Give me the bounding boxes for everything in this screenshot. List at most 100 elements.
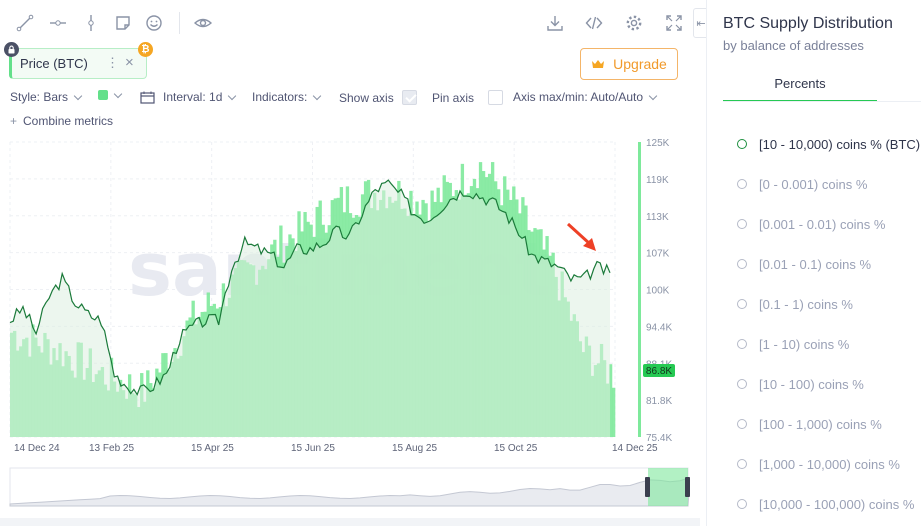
distribution-item[interactable]: [10 - 100) coins % [737, 364, 921, 404]
combine-metrics-label: Combine metrics [23, 114, 114, 128]
data-bar [608, 364, 613, 437]
style-dropdown[interactable]: Style: Bars [10, 90, 83, 104]
show-axis-toggle[interactable]: Show axis [339, 90, 417, 105]
calendar-icon [140, 91, 155, 104]
plus-icon: + [10, 114, 18, 128]
color-swatch [98, 90, 108, 100]
panel-title: BTC Supply Distribution [723, 15, 893, 32]
distribution-list: [10 - 10,000) coins % (BTC) [0 - 0.001) c… [732, 124, 921, 524]
bottom-scrollbar[interactable] [0, 518, 700, 526]
line-tool-icon[interactable] [14, 12, 36, 34]
panel-subtitle: by balance of addresses [723, 38, 864, 53]
price-area-fill [10, 180, 610, 437]
distribution-item-label: [0.001 - 0.01) coins % [759, 216, 886, 232]
metric-close-icon[interactable]: × [125, 54, 134, 71]
distribution-item[interactable]: [10,000 - 100,000) coins % [737, 484, 921, 524]
x-tick-label: 14 Dec 24 [14, 443, 60, 454]
range-navigator[interactable] [0, 464, 690, 510]
metric-menu-icon[interactable]: ⋮ [106, 55, 119, 70]
distribution-item[interactable]: [1 - 10) coins % [737, 324, 921, 364]
collapse-icon: ⇤ [696, 17, 706, 30]
metric-chip-label: Price (BTC) [20, 56, 88, 71]
distribution-item-label: [10,000 - 100,000) coins % [759, 496, 915, 512]
y-tick-label: 100K [646, 286, 670, 297]
y-tick-label: 81.8K [646, 396, 672, 407]
radio-icon [737, 419, 747, 429]
x-tick-label: 15 Aug 25 [392, 443, 437, 454]
navigator-right-handle[interactable] [685, 477, 690, 497]
distribution-item[interactable]: [0.1 - 1) coins % [737, 284, 921, 324]
y-tick-label: 94.4K [646, 322, 672, 333]
embed-code-icon[interactable] [583, 12, 605, 34]
interval-dropdown[interactable]: Interval: 1d [140, 90, 237, 104]
interval-label: Interval: 1d [163, 90, 223, 104]
show-axis-checkbox[interactable] [401, 90, 417, 105]
x-tick-label: 15 Apr 25 [191, 443, 234, 454]
distribution-item[interactable]: [0 - 0.001) coins % [737, 164, 921, 204]
radio-icon [737, 339, 747, 349]
radio-icon [737, 459, 747, 469]
download-icon[interactable] [544, 12, 566, 34]
upgrade-label: Upgrade [613, 56, 667, 72]
distribution-item-label: [0 - 0.001) coins % [759, 176, 868, 192]
chart-toolbar [0, 0, 700, 46]
distribution-item[interactable]: [10 - 10,000) coins % (BTC) [732, 124, 921, 164]
toolbar-divider [179, 12, 180, 34]
distribution-item-label: [10 - 100) coins % [759, 376, 864, 392]
radio-icon [737, 379, 747, 389]
metric-chip-price[interactable]: Price (BTC) ⋮ × [9, 48, 147, 79]
fullscreen-icon[interactable] [663, 12, 685, 34]
y-tick-label: 113K [646, 212, 669, 223]
pin-axis-toggle[interactable]: Pin axis [432, 90, 504, 105]
eye-icon[interactable] [192, 12, 214, 34]
chevron-down-icon [73, 91, 83, 100]
y-tick-label: 119K [646, 175, 669, 186]
lock-icon [4, 42, 19, 57]
axis-highlight-bar [638, 142, 641, 437]
distribution-item-label: [1 - 10) coins % [759, 336, 850, 352]
current-value-marker: 86.8K [643, 364, 675, 377]
pin-axis-label: Pin axis [432, 90, 475, 105]
radio-icon [737, 219, 747, 229]
x-tick-label: 15 Jun 25 [291, 443, 335, 454]
current-value-label: 86.8K [646, 366, 672, 377]
price-line [9, 179, 611, 396]
radio-icon [737, 299, 747, 309]
x-tick-label: 14 Dec 25 [612, 443, 658, 454]
main-chart[interactable]: santiment 125K119K113K107K100K94.4K88.1K… [0, 130, 690, 460]
upgrade-button[interactable]: Upgrade [580, 48, 678, 80]
hline-tool-icon[interactable] [47, 12, 69, 34]
chevron-down-icon [313, 91, 322, 100]
indicators-dropdown[interactable]: Indicators: [252, 90, 322, 104]
data-bar [611, 387, 616, 437]
distribution-item-label: [10 - 10,000) coins % (BTC) [759, 136, 921, 152]
tab-divider [723, 101, 921, 102]
distribution-item-label: [0.01 - 0.1) coins % [759, 256, 871, 272]
supply-distribution-panel: BTC Supply Distribution by balance of ad… [706, 0, 921, 526]
show-axis-label: Show axis [339, 90, 394, 105]
distribution-item[interactable]: [100 - 1,000) coins % [737, 404, 921, 444]
bitcoin-icon: ₿ [138, 42, 153, 57]
note-icon[interactable] [112, 12, 134, 34]
vline-tool-icon[interactable] [80, 12, 102, 34]
distribution-item[interactable]: [0.01 - 0.1) coins % [737, 244, 921, 284]
navigator-selection[interactable] [648, 468, 688, 506]
x-tick-label: 13 Feb 25 [89, 443, 134, 454]
indicators-label: Indicators: [252, 90, 308, 104]
navigator-left-handle[interactable] [645, 477, 650, 497]
tab-percents[interactable]: Percents [723, 66, 877, 102]
style-label: Style: Bars [10, 90, 69, 104]
emoji-icon[interactable] [143, 12, 165, 34]
color-picker[interactable] [98, 89, 123, 100]
distribution-item[interactable]: [0.001 - 0.01) coins % [737, 204, 921, 244]
axis-minmax-dropdown[interactable]: Axis max/min: Auto/Auto [513, 90, 658, 104]
radio-icon [737, 259, 747, 269]
pin-axis-checkbox[interactable] [488, 90, 504, 105]
annotation-arrow [566, 222, 596, 251]
crown-icon [592, 60, 605, 68]
chevron-down-icon [113, 89, 123, 98]
gear-icon[interactable] [623, 12, 645, 34]
combine-metrics-button[interactable]: + Combine metrics [10, 114, 113, 128]
distribution-item[interactable]: [1,000 - 10,000) coins % [737, 444, 921, 484]
